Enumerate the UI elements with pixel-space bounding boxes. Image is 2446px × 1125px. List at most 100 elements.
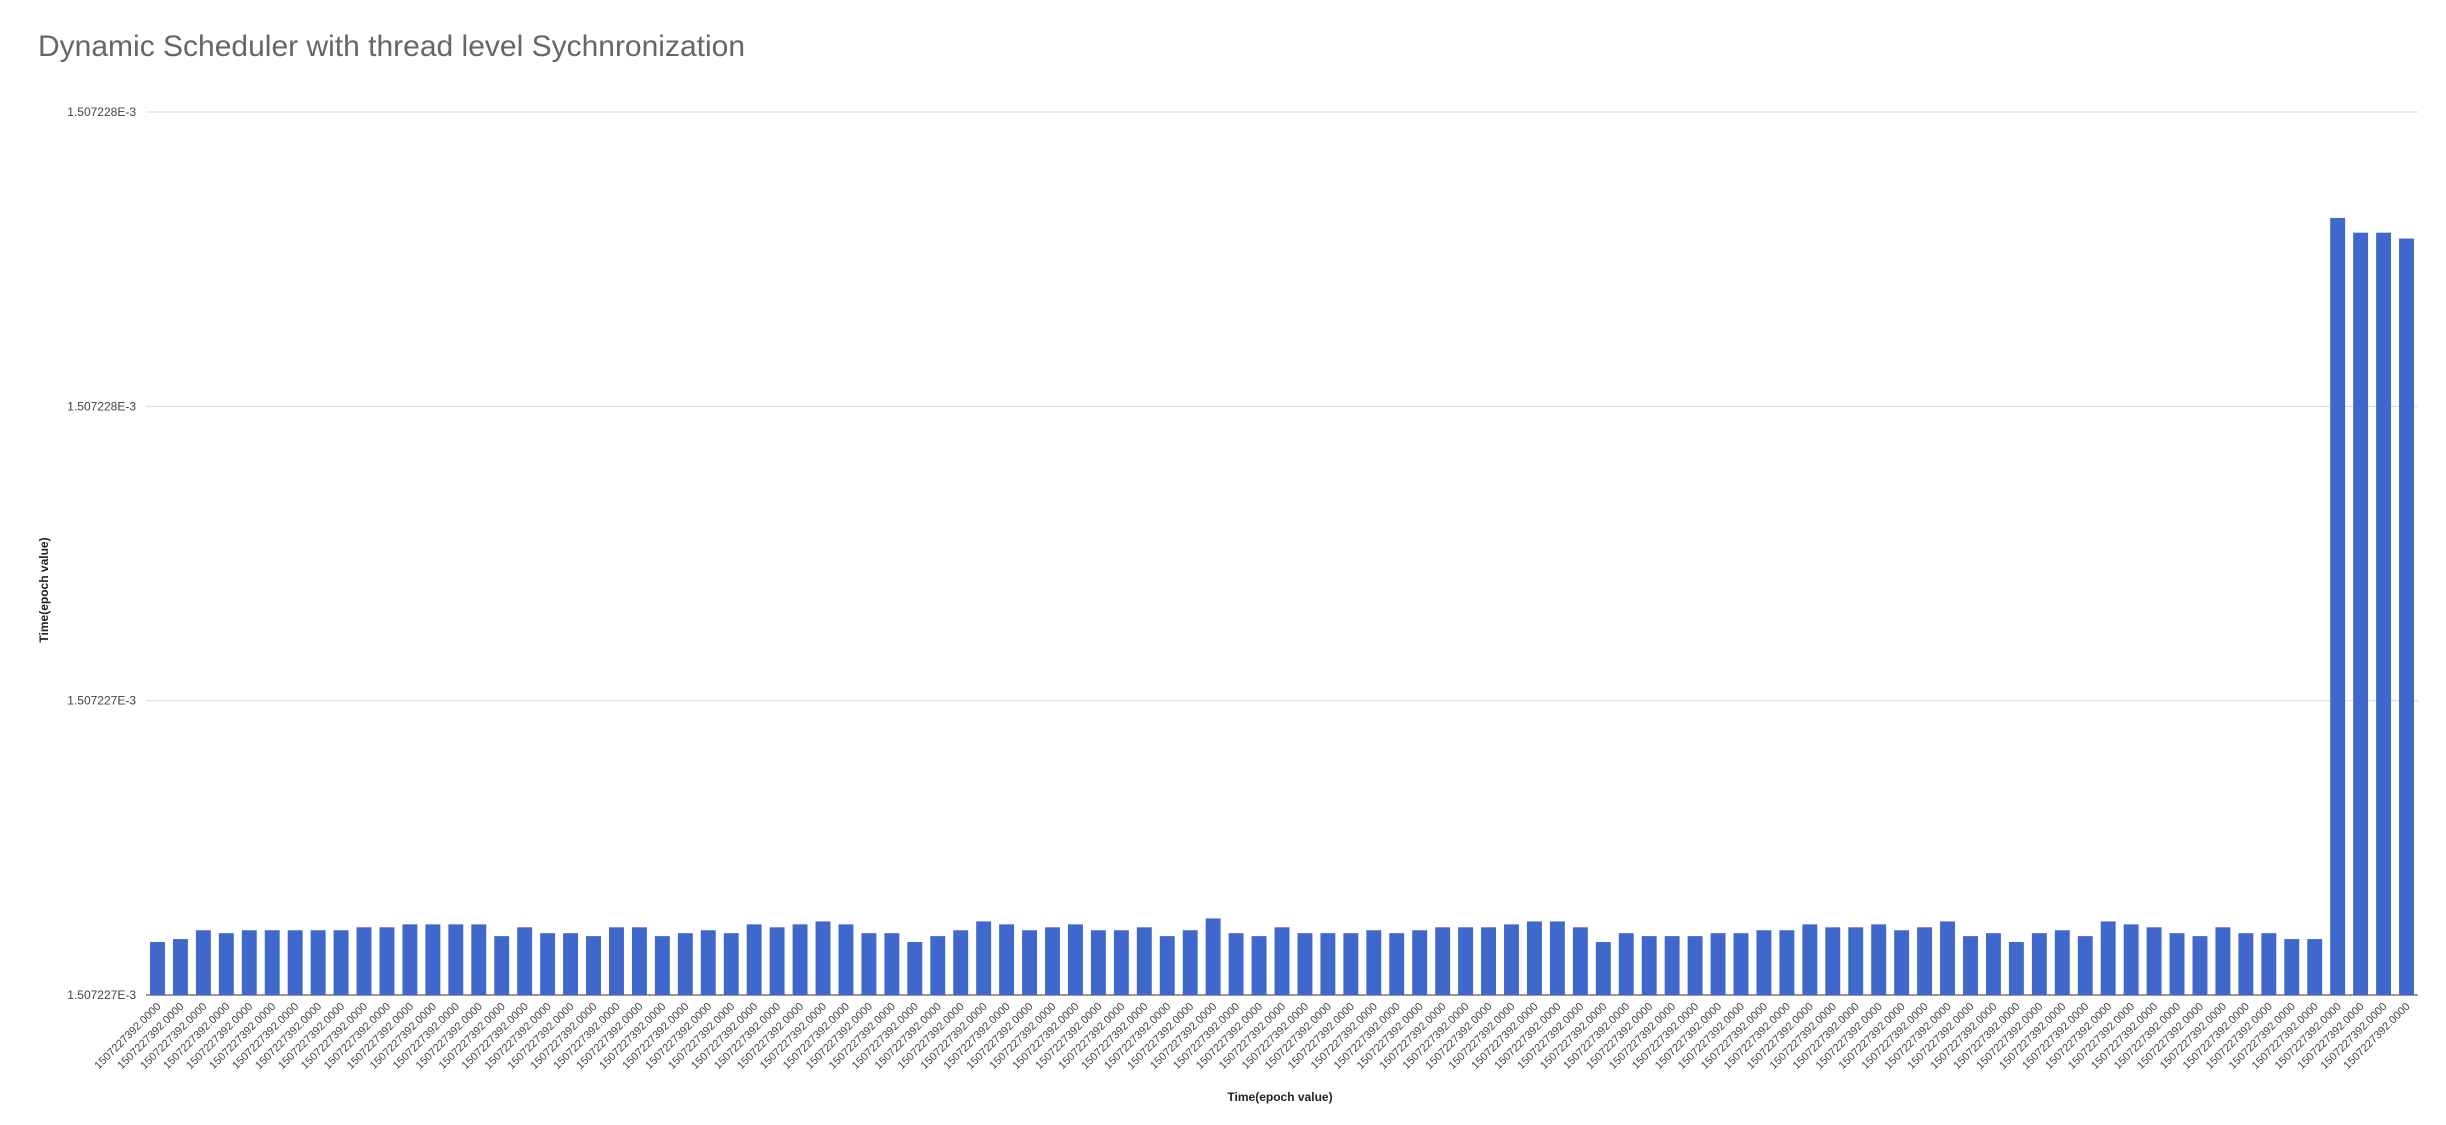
y-axis-label: Time(epoch value) — [37, 537, 51, 642]
bar — [1045, 927, 1060, 995]
bar — [1871, 924, 1886, 995]
bar — [1825, 927, 1840, 995]
bar — [288, 930, 303, 995]
bar — [1183, 930, 1198, 995]
bar — [2330, 218, 2345, 995]
bar — [1022, 930, 1037, 995]
bar — [2376, 233, 2391, 995]
bar — [425, 924, 440, 995]
bar — [2147, 927, 2162, 995]
bar — [839, 924, 854, 995]
bar — [265, 930, 280, 995]
bar — [1527, 921, 1542, 995]
bar — [1068, 924, 1083, 995]
y-tick-label: 1.507227E-3 — [67, 694, 136, 708]
bar — [1756, 930, 1771, 995]
bar — [1573, 927, 1588, 995]
bar — [448, 924, 463, 995]
bar — [930, 936, 945, 995]
bar — [2284, 939, 2299, 995]
bar — [1711, 933, 1726, 995]
bar — [2055, 930, 2070, 995]
bar — [219, 933, 234, 995]
gridlines — [146, 112, 2418, 995]
bar — [1688, 936, 1703, 995]
bar — [632, 927, 647, 995]
bar — [2032, 933, 2047, 995]
bar — [494, 936, 509, 995]
bar — [953, 930, 968, 995]
bar — [1734, 933, 1749, 995]
x-axis-label: Time(epoch value) — [1227, 1090, 1332, 1104]
bar — [540, 933, 555, 995]
bar — [1206, 918, 1221, 995]
bar — [1619, 933, 1634, 995]
bar — [1366, 930, 1381, 995]
y-tick-label: 1.507228E-3 — [67, 399, 136, 413]
bar — [2170, 933, 2185, 995]
bar — [907, 942, 922, 995]
bar — [793, 924, 808, 995]
bar — [724, 933, 739, 995]
bar — [196, 930, 211, 995]
bar — [1963, 936, 1978, 995]
bar — [2238, 933, 2253, 995]
bar — [1848, 927, 1863, 995]
bar — [976, 921, 991, 995]
bar — [1412, 930, 1427, 995]
bar — [747, 924, 762, 995]
bar — [2261, 933, 2276, 995]
bar — [1802, 924, 1817, 995]
bar — [2307, 939, 2322, 995]
bar — [2078, 936, 2093, 995]
bar — [701, 930, 716, 995]
bar — [1435, 927, 1450, 995]
bar — [380, 927, 395, 995]
bar — [1550, 921, 1565, 995]
bar — [770, 927, 785, 995]
bar — [173, 939, 188, 995]
bar — [1137, 927, 1152, 995]
bar — [678, 933, 693, 995]
bar — [861, 933, 876, 995]
bar — [1596, 942, 1611, 995]
bar — [1894, 930, 1909, 995]
bar — [150, 942, 165, 995]
bar — [2101, 921, 2116, 995]
bar — [816, 921, 831, 995]
bar — [586, 936, 601, 995]
bar — [1642, 936, 1657, 995]
bar — [1297, 933, 1312, 995]
bar — [517, 927, 532, 995]
bar — [242, 930, 257, 995]
bar — [884, 933, 899, 995]
bar — [1389, 933, 1404, 995]
x-tick-labels: 1507227392.00001507227392.00001507227392… — [92, 1001, 2412, 1072]
bar — [1320, 933, 1335, 995]
bar — [1665, 936, 1680, 995]
bar — [1458, 927, 1473, 995]
bar — [1160, 936, 1175, 995]
bar — [1940, 921, 1955, 995]
bar — [402, 924, 417, 995]
bar — [2124, 924, 2139, 995]
bar — [1986, 933, 2001, 995]
y-tick-label: 1.507227E-3 — [67, 988, 136, 1002]
bar — [471, 924, 486, 995]
bar — [655, 936, 670, 995]
y-tick-label: 1.507228E-3 — [67, 105, 136, 119]
bar — [1504, 924, 1519, 995]
bar — [311, 930, 326, 995]
bar — [1275, 927, 1290, 995]
bar — [1114, 930, 1129, 995]
bar — [2399, 239, 2414, 995]
bar — [1917, 927, 1932, 995]
bar — [2009, 942, 2024, 995]
bar — [1343, 933, 1358, 995]
bar — [609, 927, 624, 995]
y-tick-labels: 1.507228E-3 1.507228E-3 1.507227E-3 1.50722… — [67, 105, 136, 1002]
bar — [1091, 930, 1106, 995]
bar — [563, 933, 578, 995]
bar — [2353, 233, 2368, 995]
